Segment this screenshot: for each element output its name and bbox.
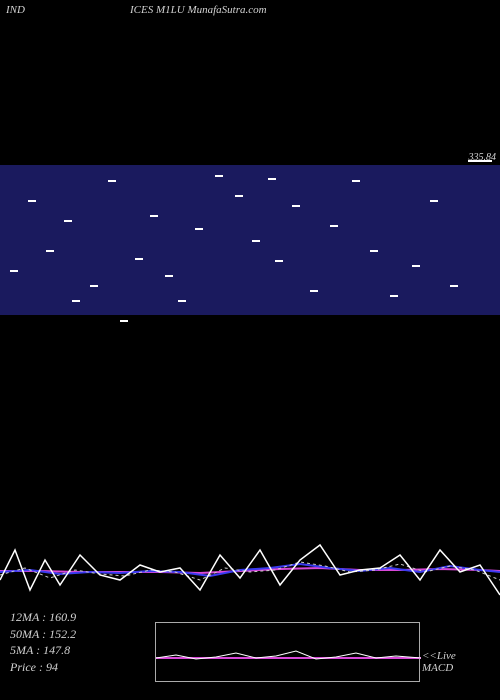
moving-average-chart	[0, 500, 500, 620]
candle-mark	[252, 240, 260, 242]
ma5-row: 5MA : 147.8	[10, 642, 76, 659]
candle-mark	[430, 200, 438, 202]
candle-mark	[370, 250, 378, 252]
candle-mark	[165, 275, 173, 277]
candle-mark	[476, 160, 484, 162]
candle-mark	[72, 300, 80, 302]
ticker-title: ICES M1LU MunafaSutra.com	[130, 4, 267, 16]
ma12-value: 160.9	[49, 610, 76, 624]
ma12-row: 12MA : 160.9	[10, 609, 76, 626]
candle-mark	[235, 195, 243, 197]
candle-mark	[195, 228, 203, 230]
ma50-row: 50MA : 152.2	[10, 626, 76, 643]
candle-mark	[390, 295, 398, 297]
candle-mark	[120, 320, 128, 322]
macd-text: MACD	[422, 662, 456, 674]
ma12-label: 12MA :	[10, 610, 49, 624]
price-row: Price : 94	[10, 659, 76, 676]
macd-label: <<Live MACD	[422, 650, 456, 674]
price-chart-band	[0, 165, 500, 315]
candle-mark	[90, 285, 98, 287]
ma5-label: 5MA :	[10, 643, 43, 657]
candle-mark	[178, 300, 186, 302]
macd-panel	[155, 622, 420, 682]
candle-mark	[150, 215, 158, 217]
candle-mark	[412, 265, 420, 267]
candle-mark	[310, 290, 318, 292]
price-value: 94	[46, 660, 58, 674]
ticker-prefix: IND	[6, 4, 25, 16]
candle-mark	[135, 258, 143, 260]
ma50-value: 152.2	[49, 627, 76, 641]
chart-header: IND ICES M1LU MunafaSutra.com	[0, 4, 500, 24]
candle-mark	[46, 250, 54, 252]
candle-mark	[484, 160, 492, 162]
candle-mark	[330, 225, 338, 227]
candle-mark	[275, 260, 283, 262]
candle-mark	[215, 175, 223, 177]
candle-mark	[268, 178, 276, 180]
macd-live-text: <<Live	[422, 650, 456, 662]
candle-mark	[10, 270, 18, 272]
candle-mark	[292, 205, 300, 207]
candle-mark	[352, 180, 360, 182]
candle-mark	[108, 180, 116, 182]
price-label: Price :	[10, 660, 46, 674]
ma5-value: 147.8	[43, 643, 70, 657]
candle-mark	[450, 285, 458, 287]
candle-mark	[468, 160, 476, 162]
ma50-label: 50MA :	[10, 627, 49, 641]
macd-chart	[156, 623, 421, 683]
candle-mark	[28, 200, 36, 202]
candle-mark	[64, 220, 72, 222]
stats-panel: 12MA : 160.9 50MA : 152.2 5MA : 147.8 Pr…	[10, 609, 76, 676]
